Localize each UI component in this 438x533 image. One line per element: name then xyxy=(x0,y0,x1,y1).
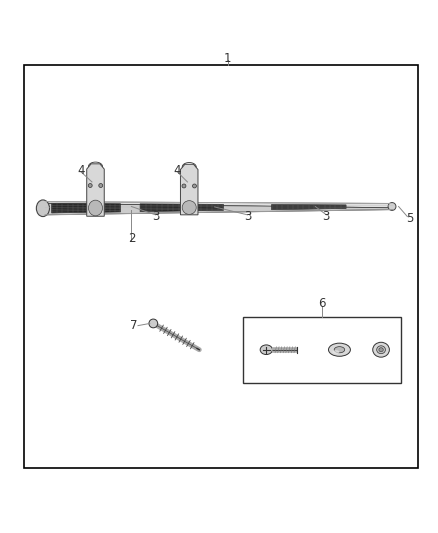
Polygon shape xyxy=(45,201,393,208)
Polygon shape xyxy=(140,204,223,212)
Polygon shape xyxy=(87,164,104,216)
Text: 5: 5 xyxy=(406,212,413,225)
Ellipse shape xyxy=(193,184,196,188)
Ellipse shape xyxy=(373,342,389,357)
Ellipse shape xyxy=(377,346,385,354)
Bar xyxy=(243,317,401,383)
Ellipse shape xyxy=(182,184,186,188)
Text: 4: 4 xyxy=(173,164,181,176)
Ellipse shape xyxy=(88,200,102,216)
Text: 3: 3 xyxy=(152,209,159,223)
Ellipse shape xyxy=(88,183,92,188)
Polygon shape xyxy=(45,204,393,215)
Polygon shape xyxy=(180,164,198,215)
Text: 7: 7 xyxy=(130,319,138,332)
Text: 3: 3 xyxy=(323,209,330,223)
Ellipse shape xyxy=(379,348,383,352)
Ellipse shape xyxy=(149,319,158,328)
Ellipse shape xyxy=(334,346,345,353)
Text: 4: 4 xyxy=(77,164,85,176)
Ellipse shape xyxy=(328,343,350,356)
Ellipse shape xyxy=(99,183,102,188)
Ellipse shape xyxy=(260,345,272,354)
Ellipse shape xyxy=(332,350,339,354)
Polygon shape xyxy=(272,205,346,209)
Text: 2: 2 xyxy=(127,231,135,245)
Text: 6: 6 xyxy=(318,297,326,310)
Ellipse shape xyxy=(36,200,49,216)
Text: 3: 3 xyxy=(244,209,251,223)
Polygon shape xyxy=(52,204,120,213)
Text: 1: 1 xyxy=(224,52,232,65)
Ellipse shape xyxy=(182,200,196,214)
Ellipse shape xyxy=(388,203,396,211)
